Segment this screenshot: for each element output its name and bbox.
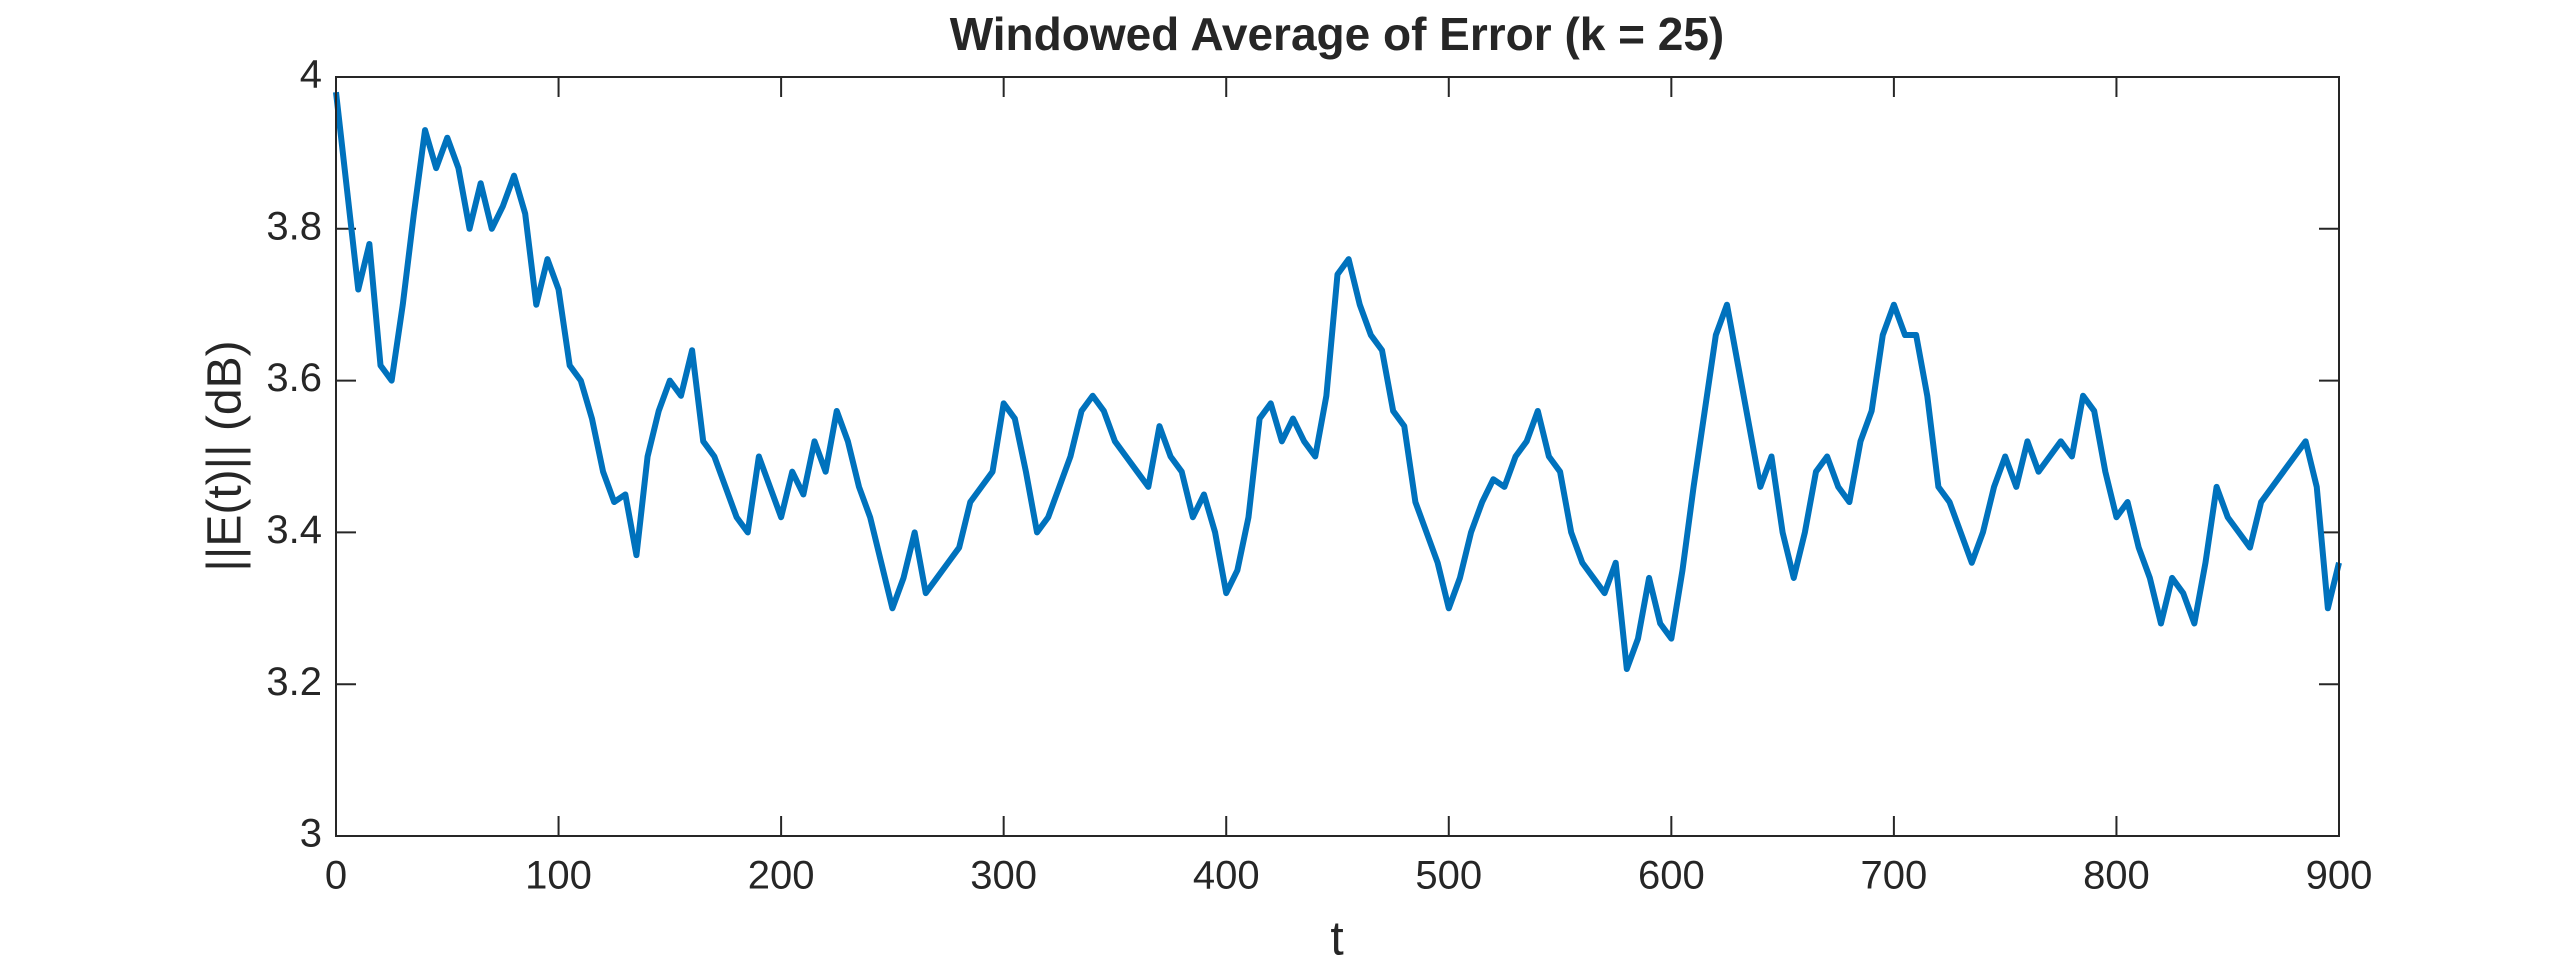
x-tick-label: 700 bbox=[1861, 854, 1928, 898]
data-line bbox=[333, 91, 2342, 673]
y-tick-label: 3.4 bbox=[266, 508, 322, 552]
x-tick-label: 800 bbox=[2083, 854, 2150, 898]
x-tick-label: 900 bbox=[2306, 854, 2373, 898]
x-tick-label: 0 bbox=[325, 854, 347, 898]
x-tick-label: 200 bbox=[748, 854, 815, 898]
y-tick-label: 3.8 bbox=[266, 204, 322, 248]
y-tick-label: 3 bbox=[300, 812, 322, 856]
y-tick-label: 4 bbox=[300, 53, 322, 97]
chart-title: Windowed Average of Error (k = 25) bbox=[950, 8, 1725, 60]
x-tick-label: 400 bbox=[1193, 854, 1260, 898]
x-tick-label: 600 bbox=[1638, 854, 1705, 898]
x-axis-label: t bbox=[1330, 913, 1343, 963]
x-tick-label: 300 bbox=[970, 854, 1037, 898]
y-axis-label: ||E(t)|| (dB) bbox=[199, 340, 252, 571]
y-tick-label: 3.6 bbox=[266, 356, 322, 400]
axes-box bbox=[335, 76, 2340, 837]
x-tick-label: 100 bbox=[525, 854, 592, 898]
x-tick-label: 500 bbox=[1415, 854, 1482, 898]
y-tick-label: 3.2 bbox=[266, 660, 322, 704]
